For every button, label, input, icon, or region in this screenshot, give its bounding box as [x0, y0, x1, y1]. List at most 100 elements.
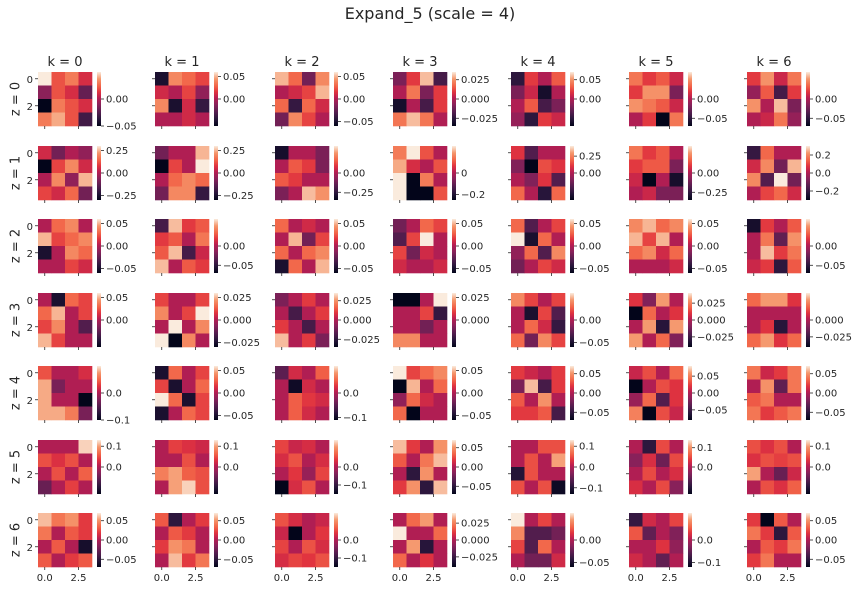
heatmap-cell [551, 259, 566, 274]
heatmap-cell [65, 513, 79, 527]
colorbar-tick-label: 0.00 [697, 242, 719, 253]
colorbar-tick-label: 0.00 [579, 536, 601, 547]
heatmap-cell [51, 453, 66, 468]
heatmap-cell [538, 553, 552, 568]
heatmap-cell [524, 293, 539, 307]
colorbar [97, 366, 101, 420]
heatmap-cell [195, 366, 210, 380]
heatmap-cell [774, 306, 788, 321]
heatmap-cell [524, 440, 539, 454]
heatmap-cell [393, 146, 407, 160]
colorbar-tick-label: −0.025 [223, 338, 260, 349]
heatmap-cell [78, 453, 93, 468]
heatmap-cell [393, 159, 407, 174]
heatmap-cell [155, 72, 169, 86]
colorbar-tick-label: 0.00 [223, 242, 245, 253]
heatmap-cell [302, 453, 316, 468]
heatmap-cell [760, 159, 775, 174]
heatmap-cell [38, 526, 52, 541]
heatmap-cell [433, 467, 448, 481]
heatmap-cell [420, 467, 434, 481]
heatmap-cell [182, 406, 196, 421]
heatmap-panel: 0.0 2.5 0.0 −0.1 [272, 513, 367, 584]
heatmap-cell [275, 406, 289, 421]
heatmap-cell [551, 293, 566, 307]
heatmap-cell [774, 112, 788, 127]
heatmap-cell [51, 406, 66, 421]
colorbar-tick-label: 0.05 [106, 219, 128, 230]
heatmap-cell [760, 467, 775, 481]
heatmap-cell [774, 146, 788, 160]
heatmap-cell [168, 320, 183, 334]
heatmap-cell [78, 112, 93, 127]
heatmap-cell [551, 366, 566, 380]
heatmap-cell [406, 159, 421, 174]
heatmap-cell [524, 246, 539, 260]
heatmap-cell [774, 440, 788, 454]
heatmap-cell [51, 259, 66, 274]
heatmap-cell [288, 159, 303, 174]
heatmap-cell [642, 440, 657, 454]
heatmap-cell [538, 540, 552, 554]
heatmap-cell [747, 293, 761, 307]
colorbar-tick-label: 0.00 [223, 536, 245, 547]
heatmap-cell [538, 85, 552, 100]
heatmap-cell [78, 513, 93, 527]
heatmap-cell [393, 406, 407, 421]
colorbar [334, 72, 338, 126]
heatmap-cell [51, 186, 66, 201]
heatmap-cell [315, 85, 330, 100]
heatmap-cell [288, 259, 303, 274]
heatmap-cell [182, 246, 196, 260]
heatmap-cell [78, 553, 93, 568]
heatmap-cell [420, 112, 434, 127]
heatmap-panel: 0.05 0.00 −0.05 [508, 366, 610, 423]
heatmap-cell [538, 186, 552, 201]
heatmap-cell [393, 320, 407, 334]
heatmap-cell [315, 159, 330, 174]
colorbar-tick-label: −0.05 [223, 555, 254, 566]
heatmap-cell [433, 320, 448, 334]
colorbar-tick-label: 0.05 [579, 219, 601, 230]
heatmap-cell [168, 85, 183, 100]
heatmap-cell [511, 379, 525, 394]
panel-grid: k = 0 k = 1 k = 2 k = 3 k = 4 k = 5 k = 6 z = 0… [9, 55, 853, 584]
heatmap-cell [642, 232, 657, 247]
heatmap-cell [315, 333, 330, 348]
heatmap-cell [747, 186, 761, 201]
heatmap-cell [78, 186, 93, 201]
heatmap-cell [420, 379, 434, 394]
heatmap-cell [420, 406, 434, 421]
heatmap-cell [315, 259, 330, 274]
y-tick-label: 0 [27, 516, 33, 527]
heatmap-cell [155, 393, 169, 407]
colorbar [570, 72, 574, 126]
colorbar-tick-label: −0.05 [697, 264, 728, 275]
heatmap-cell [78, 526, 93, 541]
colorbar-tick-label: 0.0 [106, 389, 122, 400]
heatmap-cell [275, 186, 289, 201]
heatmap-cell [774, 553, 788, 568]
heatmap-cell [393, 333, 407, 348]
heatmap-cell [629, 320, 643, 334]
heatmap-cell [629, 513, 643, 527]
heatmap-cell [420, 232, 434, 247]
heatmap-cell [65, 526, 79, 541]
heatmap-cell [65, 320, 79, 334]
heatmap-cell [747, 526, 761, 541]
heatmap-cell [38, 333, 52, 348]
heatmap-cell [315, 320, 330, 334]
colorbar-tick-label: 0.025 [343, 296, 372, 307]
heatmap-cell [774, 366, 788, 380]
heatmap-cell [406, 246, 421, 260]
heatmap-cell [511, 333, 525, 348]
heatmap-cell [551, 453, 566, 468]
heatmap-cell [420, 259, 434, 274]
colorbar-tick-label: 0.05 [815, 369, 837, 380]
heatmap-cell [302, 366, 316, 380]
heatmap-cell [551, 333, 566, 348]
heatmap-cell [155, 540, 169, 554]
heatmap-cell [393, 186, 407, 201]
heatmap-cell [787, 259, 802, 274]
row-label: z = 6 [9, 523, 24, 557]
